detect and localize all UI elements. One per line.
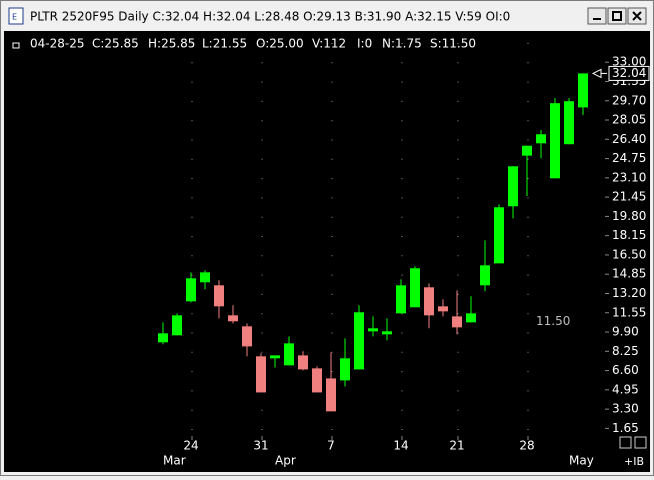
corner-label: +IB <box>624 455 644 468</box>
candle-body <box>564 101 574 145</box>
app-icon-glyph: E <box>12 13 17 22</box>
info-item: O:25.00 <box>256 37 304 51</box>
candle-body <box>410 268 420 308</box>
month-label: Apr <box>275 454 296 468</box>
candle-body <box>368 328 378 332</box>
candle-body <box>284 343 294 366</box>
x-tick-label: 24 <box>183 439 198 453</box>
chart-menu-icon[interactable] <box>12 42 20 49</box>
candle-body <box>452 316 462 328</box>
candle-body <box>508 166 518 207</box>
info-item: C:25.85 <box>92 37 139 51</box>
candle-body <box>256 356 266 393</box>
candle-body <box>550 103 560 179</box>
y-tick-label: 26.40 <box>612 132 646 146</box>
candle-body <box>438 306 448 312</box>
y-tick-label: 8.25 <box>612 344 639 358</box>
y-tick-label: 13.20 <box>612 286 646 300</box>
info-item: I:0 <box>357 37 372 51</box>
y-tick-label: 9.90 <box>612 325 639 339</box>
y-tick-label: 11.55 <box>612 305 646 319</box>
candle-body <box>536 134 546 144</box>
x-tick-label: 7 <box>327 439 335 453</box>
x-tick-label: 14 <box>393 439 408 453</box>
candle-body <box>480 265 490 286</box>
candle-body <box>382 331 392 335</box>
y-tick-label: 4.95 <box>612 382 639 396</box>
candle-body <box>396 285 406 314</box>
maximize-glyph <box>612 11 622 21</box>
candle-body <box>494 207 504 264</box>
info-item: H:25.85 <box>148 37 195 51</box>
panel-button[interactable] <box>619 436 632 449</box>
y-tick-label: 33.00 <box>612 55 646 69</box>
maximize-button[interactable] <box>607 7 627 25</box>
y-tick-label: 1.65 <box>612 421 639 435</box>
candle-body <box>354 312 364 370</box>
x-tick-label: 28 <box>519 439 534 453</box>
candle-body <box>158 333 168 343</box>
app-icon <box>8 7 24 25</box>
y-tick-label: 23.10 <box>612 170 646 184</box>
y-tick-label: 14.85 <box>612 267 646 281</box>
month-label: Mar <box>163 454 186 468</box>
candle-body <box>326 378 336 412</box>
info-item: V:112 <box>312 37 346 51</box>
candle-body <box>340 358 350 381</box>
y-tick-label: 24.75 <box>612 151 646 165</box>
window-title: PLTR 2520F95 Daily C:32.04 H:32.04 L:28.… <box>30 10 510 24</box>
y-tick-label: 18.15 <box>612 228 646 242</box>
close-glyph <box>632 11 642 21</box>
y-tick-label: 16.50 <box>612 247 646 261</box>
candle-body <box>228 315 238 322</box>
y-tick-label: 28.05 <box>612 113 646 127</box>
y-tick-label: 3.30 <box>612 402 639 416</box>
minimize-button[interactable] <box>587 7 607 25</box>
info-item: L:21.55 <box>202 37 247 51</box>
month-label: May <box>569 454 594 468</box>
annotation: 11.50 <box>536 314 570 328</box>
candle-body <box>172 315 182 336</box>
candle-body <box>312 368 322 393</box>
info-item: 04-28-25 <box>30 37 84 51</box>
y-tick-label: 19.80 <box>612 209 646 223</box>
x-tick-label: 31 <box>253 439 268 453</box>
y-tick-label: 6.60 <box>612 363 639 377</box>
last-price-label: 32.04 <box>612 66 646 80</box>
candle-body <box>466 313 476 323</box>
info-item: S:11.50 <box>430 37 476 51</box>
y-tick-label: 29.70 <box>612 93 646 107</box>
y-tick-label: 21.45 <box>612 190 646 204</box>
candle-body <box>424 287 434 316</box>
x-tick-label: 21 <box>449 439 464 453</box>
candle-body <box>298 355 308 370</box>
last-price-box <box>608 65 650 81</box>
candle-body <box>270 355 280 359</box>
candle-body <box>242 326 252 347</box>
candle-body <box>214 285 224 307</box>
panel-button[interactable] <box>634 436 647 449</box>
candle-body <box>186 278 196 302</box>
candle-body <box>578 73 588 108</box>
candle-body <box>522 145 532 156</box>
candle-body <box>200 272 210 283</box>
